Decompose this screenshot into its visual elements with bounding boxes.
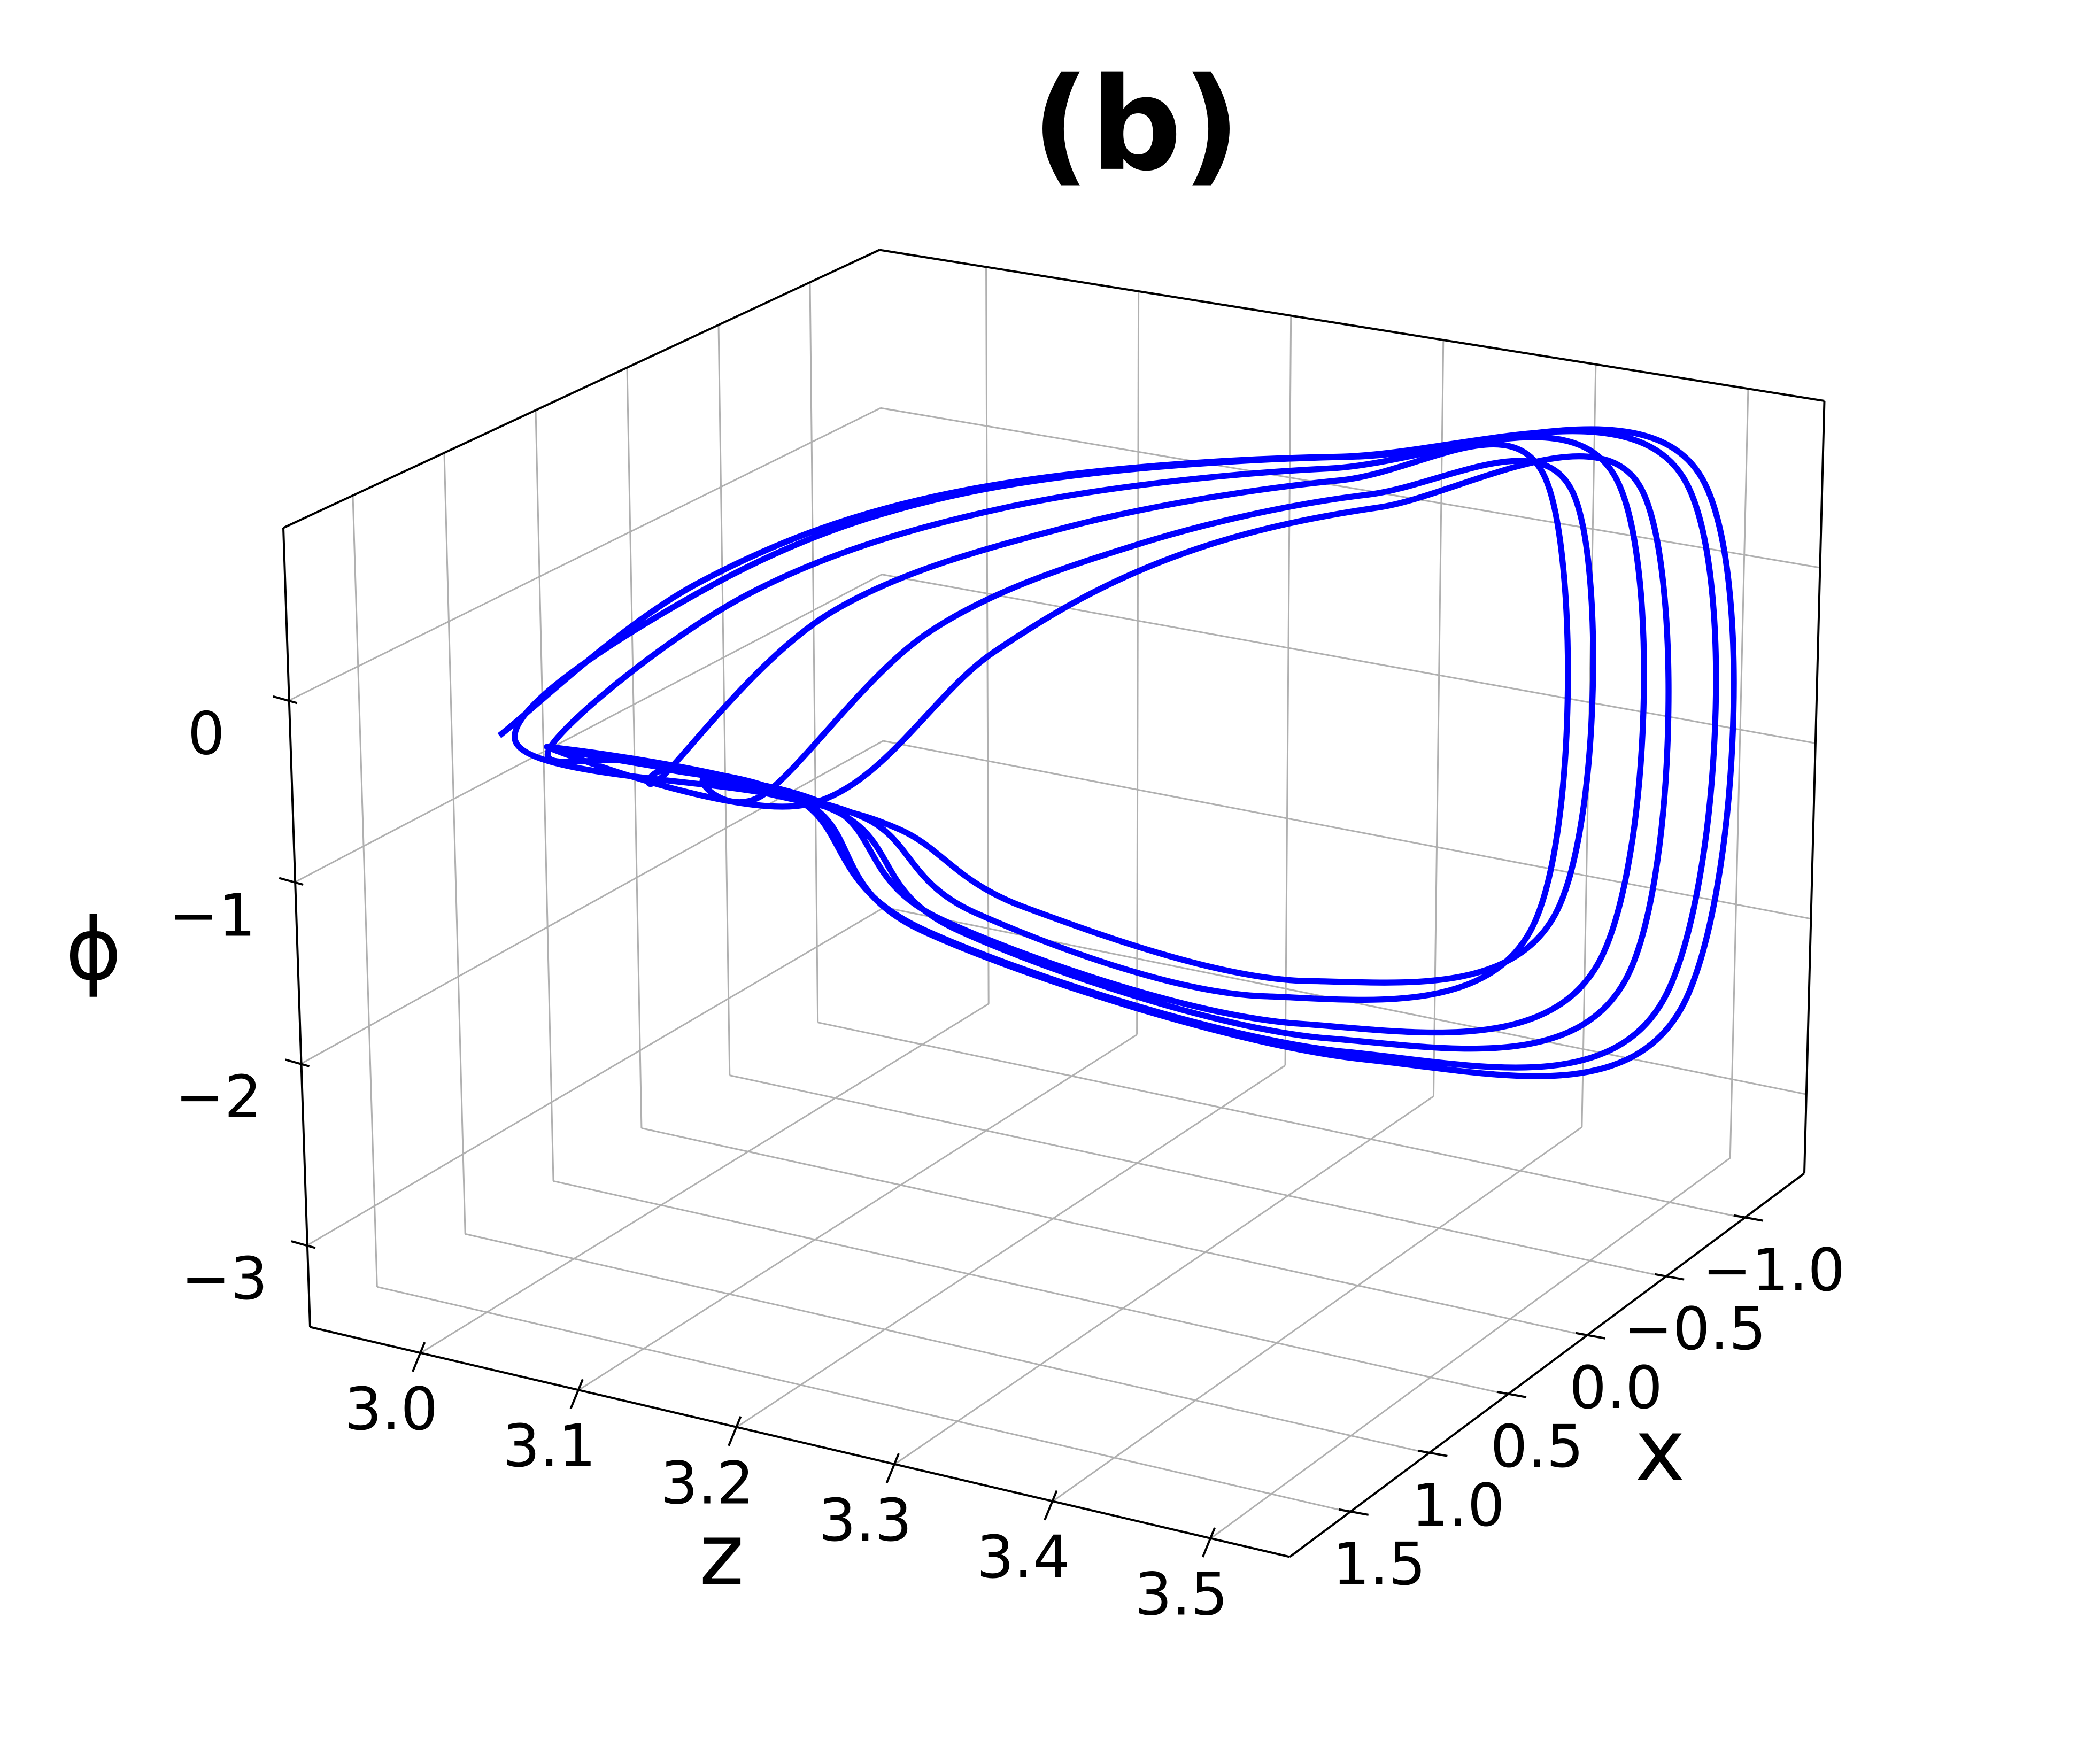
grid-line [1729, 389, 1749, 1158]
grid-line [553, 1180, 1508, 1396]
z-tick-label: 3.2 [661, 1449, 754, 1518]
tick-mark [291, 1240, 316, 1249]
axis-line [283, 249, 880, 529]
tick-mark [728, 1416, 742, 1446]
x-tick-label: −0.5 [1624, 1295, 1766, 1363]
tick-mark [279, 877, 304, 886]
axis-line [1803, 400, 1826, 1174]
phi-axis-label: ϕ [65, 899, 122, 999]
grid-line [1210, 1157, 1731, 1539]
grid-line [736, 1064, 1286, 1428]
z-tick-label: 3.0 [344, 1375, 438, 1443]
tick-mark [1654, 1273, 1685, 1281]
x-tick-label: 0.5 [1490, 1412, 1584, 1481]
tick-mark [1201, 1527, 1216, 1558]
phi-tick-label: −2 [175, 1063, 261, 1131]
grid-line [883, 740, 1811, 920]
grid-line [641, 1127, 1587, 1337]
tick-mark [1044, 1490, 1058, 1521]
grid-line [729, 1074, 1666, 1278]
tick-mark [885, 1453, 900, 1483]
grid-line [376, 1286, 1350, 1513]
z-tick-label: 3.1 [503, 1412, 596, 1480]
x-axis-label: x [1635, 1401, 1686, 1500]
grid-line [307, 907, 885, 1246]
tick-mark [273, 695, 298, 705]
tick-mark [1733, 1214, 1764, 1222]
x-tick-label: 1.5 [1332, 1530, 1426, 1598]
x-tick-label: 1.0 [1411, 1471, 1505, 1539]
grid-line [985, 267, 990, 1004]
grid-line [809, 282, 819, 1023]
tick-mark [1576, 1332, 1605, 1340]
grid-line [289, 407, 881, 701]
grid-line [817, 1022, 1745, 1219]
z-tick-label: 3.4 [977, 1523, 1070, 1591]
tick-mark [1339, 1508, 1369, 1516]
tick-mark [412, 1342, 426, 1372]
axis-line [879, 249, 1825, 402]
axis-line [282, 528, 311, 1327]
tick-mark [569, 1379, 584, 1410]
phi-tick-label: −1 [169, 881, 256, 949]
grid-line [880, 407, 1820, 569]
grid-line [1432, 340, 1445, 1096]
z-axis-label: z [699, 1505, 744, 1605]
z-tick-label: 3.3 [818, 1486, 912, 1554]
x-tick-label: −1.0 [1702, 1236, 1845, 1304]
grid-line [352, 495, 378, 1287]
grid-line [894, 1095, 1434, 1465]
grid-line [717, 324, 731, 1076]
grid-line [535, 410, 554, 1181]
phi-tick-label: −3 [181, 1244, 268, 1313]
grid-line [882, 574, 1816, 744]
grid-line [626, 367, 643, 1128]
grid-line [295, 574, 883, 883]
chart-title: (b) [1031, 50, 1240, 199]
grid-line [443, 453, 466, 1234]
axis-line [310, 1326, 1290, 1558]
x-tick-label: 0.0 [1569, 1353, 1663, 1422]
grid-line [420, 1003, 989, 1354]
grid-line [465, 1233, 1429, 1454]
trajectory [497, 426, 1737, 1079]
axis-line [1289, 1172, 1805, 1558]
grid-line [1136, 291, 1140, 1035]
tick-mark [1496, 1390, 1527, 1398]
grid-line [1284, 315, 1292, 1066]
tick-mark [1417, 1449, 1448, 1457]
grid-line [1052, 1126, 1582, 1502]
z-tick-label: 3.5 [1134, 1560, 1228, 1629]
phi-tick-label: 0 [188, 700, 225, 768]
tick-mark [284, 1058, 310, 1067]
grid-line [578, 1034, 1138, 1391]
